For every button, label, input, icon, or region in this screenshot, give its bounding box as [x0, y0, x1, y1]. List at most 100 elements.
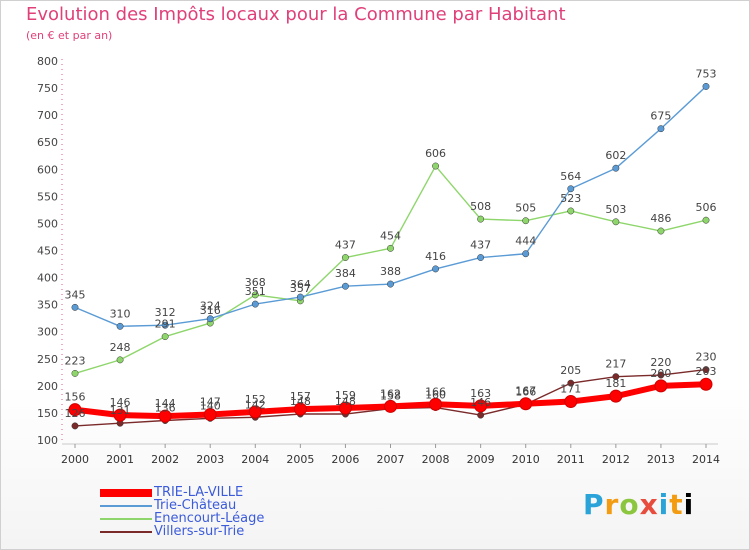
data-point — [158, 409, 172, 423]
data-point — [522, 217, 530, 225]
proxiti-logo: Proxiti — [583, 488, 695, 521]
data-label: 505 — [515, 202, 536, 215]
legend-label: Villers-sur-Trie — [154, 524, 245, 539]
data-point — [116, 322, 124, 330]
data-point — [296, 293, 304, 301]
y-tick-label: 650 — [37, 136, 58, 149]
data-point — [429, 397, 443, 411]
data-label: 148 — [335, 395, 356, 408]
data-label: 384 — [335, 267, 356, 280]
data-point — [657, 371, 665, 379]
data-label: 388 — [380, 265, 401, 278]
data-label: 203 — [696, 365, 717, 378]
data-label: 602 — [605, 149, 626, 162]
data-label: 136 — [155, 402, 176, 415]
y-tick-label: 350 — [37, 299, 58, 312]
data-label: 437 — [335, 239, 356, 252]
x-tick-label: 2012 — [602, 453, 630, 466]
y-tick-label: 250 — [37, 353, 58, 366]
data-point — [161, 321, 169, 329]
data-label: 166 — [515, 385, 536, 398]
x-tick-label: 2000 — [61, 453, 89, 466]
data-point — [609, 389, 623, 403]
data-point — [71, 303, 79, 311]
data-label: 160 — [425, 389, 446, 402]
data-label: 140 — [200, 399, 221, 412]
data-point — [474, 399, 488, 413]
data-point — [702, 366, 710, 374]
data-label: 357 — [290, 282, 311, 295]
legend-label: Trie-Château — [154, 498, 237, 513]
data-label: 368 — [245, 276, 266, 289]
data-point — [654, 379, 668, 393]
data-point — [567, 379, 575, 387]
x-tick-label: 2014 — [692, 453, 720, 466]
data-label: 230 — [696, 351, 717, 364]
data-point — [432, 162, 440, 170]
data-point — [251, 291, 259, 299]
data-label: 675 — [650, 110, 671, 123]
x-tick-label: 2003 — [196, 453, 224, 466]
data-label: 152 — [245, 393, 266, 406]
x-tick-label: 2006 — [331, 453, 359, 466]
data-label: 146 — [470, 396, 491, 409]
data-label: 146 — [110, 396, 131, 409]
data-point — [657, 227, 665, 235]
x-tick-label: 2005 — [286, 453, 314, 466]
data-point — [68, 403, 82, 417]
legend-swatch — [100, 489, 152, 497]
data-point — [387, 244, 394, 252]
data-label: 248 — [110, 341, 131, 354]
data-label: 158 — [380, 390, 401, 403]
data-label: 606 — [425, 147, 446, 160]
data-label: 351 — [245, 285, 266, 298]
data-point — [387, 280, 394, 288]
data-label: 437 — [470, 239, 491, 252]
data-point — [612, 373, 620, 381]
chart-subtitle: (en € et par an) — [26, 29, 113, 42]
data-point — [71, 422, 79, 430]
y-tick-label: 100 — [37, 434, 58, 447]
data-label: 220 — [650, 356, 671, 369]
data-label: 345 — [65, 288, 86, 301]
y-tick-label: 300 — [37, 326, 58, 339]
data-label: 166 — [425, 385, 446, 398]
data-label: 156 — [65, 391, 86, 404]
data-label: 147 — [200, 396, 221, 409]
data-point — [248, 405, 262, 419]
data-label: 324 — [200, 300, 221, 313]
data-point — [612, 218, 620, 226]
y-tick-label: 200 — [37, 380, 58, 393]
data-label: 144 — [155, 397, 176, 410]
data-point — [657, 125, 665, 133]
data-label: 364 — [290, 278, 311, 291]
data-point — [702, 216, 710, 224]
data-label: 200 — [650, 367, 671, 380]
data-label: 508 — [470, 200, 491, 213]
data-point — [206, 315, 214, 323]
y-tick-label: 400 — [37, 272, 58, 285]
data-point — [477, 254, 485, 261]
data-point — [522, 250, 530, 258]
legend-swatch — [100, 531, 152, 533]
data-point — [432, 265, 440, 273]
x-tick-label: 2011 — [557, 453, 585, 466]
legend-label: TRIE-LA-VILLE — [154, 485, 244, 500]
data-label: 416 — [425, 250, 446, 263]
y-tick-label: 700 — [37, 109, 58, 122]
data-label: 131 — [110, 404, 131, 417]
data-point — [116, 356, 124, 364]
x-tick-label: 2010 — [512, 453, 540, 466]
data-point — [567, 207, 575, 215]
data-point — [251, 300, 259, 308]
data-label: 291 — [155, 318, 176, 331]
data-point — [161, 333, 169, 341]
data-point — [564, 395, 578, 409]
data-label: 506 — [696, 201, 717, 214]
data-point — [567, 185, 575, 193]
data-point — [477, 215, 485, 223]
data-label: 564 — [560, 170, 581, 183]
legend-label: Enencourt-Léage — [154, 511, 265, 526]
data-point — [71, 369, 79, 377]
